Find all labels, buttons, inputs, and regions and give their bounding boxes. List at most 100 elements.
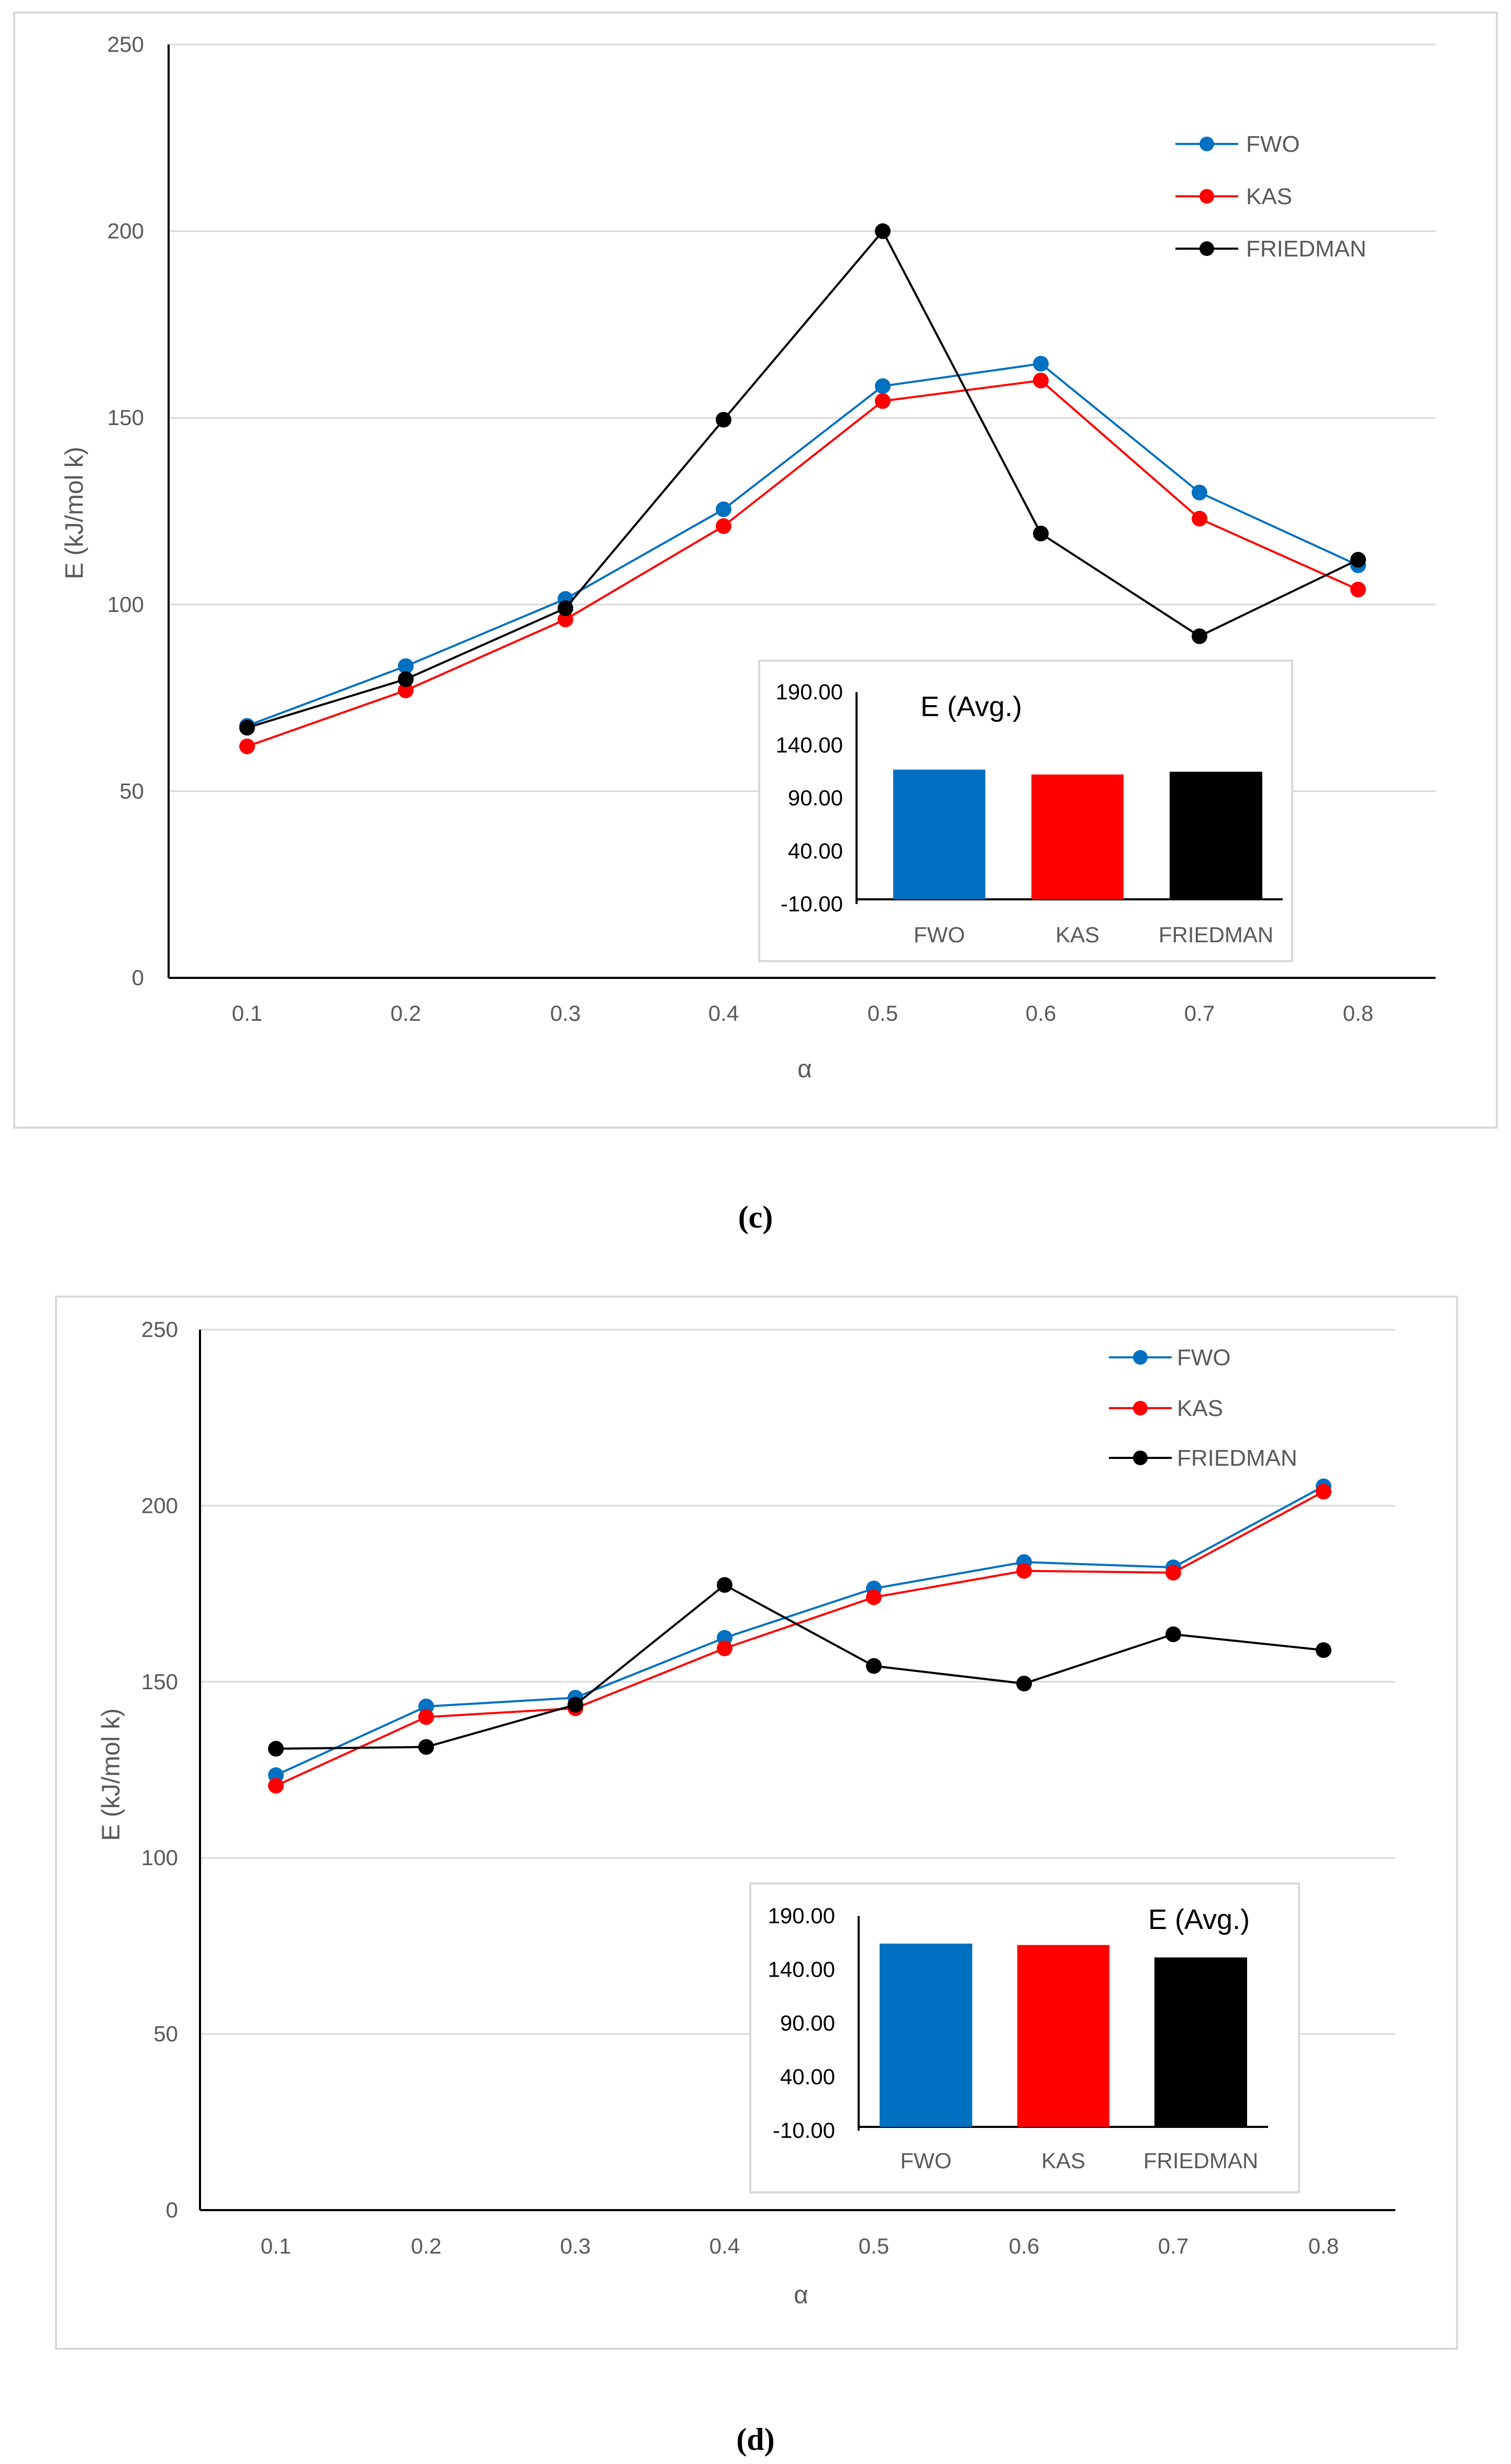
chart-c-x-tick-0.1: 0.1 [232, 1001, 262, 1025]
chart-d-x-tick-labels: 0.1 0.2 0.3 0.4 0.5 0.6 0.7 0.8 [261, 2234, 1339, 2258]
chart-c-y-tick-100: 100 [107, 592, 144, 617]
chart-c-point-friedman-0.6 [1033, 526, 1049, 542]
chart-c-point-fwo-0.2 [398, 658, 414, 674]
chart-c-inset-y-tick-140.00: 140.00 [776, 732, 843, 757]
chart-c-legend-label-fwo: FWO [1246, 131, 1300, 157]
chart-c-legend: FWO KAS FRIEDMAN [1175, 131, 1366, 262]
chart-d-point-kas-0.1 [268, 1778, 284, 1794]
chart-c-inset-bars [893, 770, 1262, 899]
chart-c-point-friedman-0.8 [1350, 552, 1366, 568]
chart-d-point-friedman-0.2 [418, 1739, 434, 1755]
chart-d-x-tick-0.7: 0.7 [1158, 2234, 1188, 2258]
chart-d-series-line-fwo [275, 1485, 1324, 1776]
chart-c: 0 50 100 150 200 250 0.1 0.2 0.3 0.4 0.5 0.6 0.7 0.8… [13, 12, 1498, 1234]
chart-c-y-tick-250: 250 [107, 32, 144, 57]
chart-c-point-fwo-0.7 [1192, 484, 1207, 500]
chart-d-y-tick-50: 50 [153, 2022, 178, 2046]
chart-c-x-tick-0.6: 0.6 [1026, 1001, 1056, 1025]
chart-d-point-kas-0.2 [418, 1709, 434, 1725]
chart-c-inset-y-tick-labels: -10.00 40.00 90.00 140.00 190.00 [776, 679, 843, 916]
chart-d-x-tick-0.5: 0.5 [859, 2234, 889, 2258]
chart-d-x-tick-0.1: 0.1 [261, 2234, 291, 2258]
chart-c-inset-x-tick-friedman: FRIEDMAN [1159, 922, 1273, 947]
chart-d-point-kas-0.4 [717, 1640, 732, 1656]
chart-d-y-tick-150: 150 [141, 1669, 178, 1694]
chart-d-x-tick-0.3: 0.3 [560, 2234, 591, 2258]
chart-d-inset-bars [880, 1943, 1247, 2127]
chart-c-point-kas-0.2 [398, 682, 414, 698]
chart-d-legend-label-fwo: FWO [1177, 1345, 1231, 1370]
chart-c-legend-label-friedman: FRIEDMAN [1246, 236, 1366, 262]
chart-c-legend-marker-friedman [1199, 241, 1214, 256]
chart-d-x-tick-0.2: 0.2 [411, 2234, 441, 2258]
chart-d-series-line-kas [275, 1490, 1324, 1787]
chart-d-inset-y-tick-40.00: 40.00 [780, 2065, 835, 2089]
chart-c-x-tick-0.8: 0.8 [1343, 1001, 1373, 1025]
chart-c-y-tick-50: 50 [119, 778, 144, 803]
chart-c-inset-x-tick-kas: KAS [1056, 922, 1099, 947]
chart-d-legend: FWO KAS FRIEDMAN [1109, 1345, 1297, 1471]
chart-d-legend-label-kas: KAS [1177, 1396, 1223, 1421]
chart-d-y-axis-label: E (kJ/mol k) [97, 1708, 125, 1841]
chart-d-point-friedman-0.4 [717, 1577, 732, 1593]
chart-d-point-kas-0.5 [866, 1589, 882, 1605]
chart-d-point-friedman-0.8 [1316, 1642, 1331, 1658]
chart-d-point-kas-0.6 [1016, 1563, 1032, 1579]
chart-d: 0 50 100 150 200 250 0.1 0.2 0.3 0.4 0.5 0.6 0.7 0.8… [55, 1296, 1458, 2457]
chart-c-point-fwo-0.6 [1033, 355, 1049, 372]
chart-c-x-tick-0.2: 0.2 [391, 1001, 421, 1025]
chart-c-point-friedman-0.1 [239, 720, 255, 736]
chart-c-series-line-kas [247, 379, 1359, 748]
chart-d-point-friedman-0.3 [568, 1697, 583, 1713]
chart-c-series-line-fwo [247, 362, 1359, 727]
chart-d-caption: (d) [736, 2422, 774, 2457]
chart-c-x-tick-labels: 0.1 0.2 0.3 0.4 0.5 0.6 0.7 0.8 [232, 1001, 1373, 1025]
chart-c-y-axis-label: E (kJ/mol k) [61, 447, 88, 579]
chart-c-point-fwo-0.5 [875, 378, 891, 394]
chart-d-inset-bar-friedman [1154, 1957, 1247, 2127]
chart-c-inset-title: E (Avg.) [920, 691, 1022, 722]
chart-c-inset-x-tick-labels: FWO KAS FRIEDMAN [914, 922, 1273, 947]
chart-d-series [268, 1478, 1331, 1794]
chart-c-point-friedman-0.7 [1192, 628, 1207, 644]
chart-d-inset-y-tick-90.00: 90.00 [780, 2011, 835, 2035]
chart-c-inset-bar-fwo [893, 770, 985, 899]
chart-d-x-tick-0.8: 0.8 [1308, 2234, 1339, 2258]
chart-d-legend-marker-fwo [1133, 1350, 1148, 1365]
chart-c-y-tick-labels: 0 50 100 150 200 250 [107, 32, 144, 990]
chart-d-y-tick-0: 0 [166, 2198, 178, 2222]
chart-c-legend-marker-kas [1199, 189, 1214, 204]
chart-c-inset-y-tick--10.00: -10.00 [781, 891, 843, 916]
chart-d-inset-x-tick-fwo: FWO [901, 2148, 952, 2173]
chart-c-inset-y-tick-190.00: 190.00 [776, 679, 843, 704]
chart-c-point-kas-0.1 [239, 738, 255, 754]
chart-c-point-kas-0.7 [1192, 510, 1207, 527]
chart-c-inset-x-tick-fwo: FWO [914, 922, 965, 947]
chart-c-point-kas-0.4 [716, 518, 731, 534]
chart-c-inset-y-tick-40.00: 40.00 [788, 839, 843, 863]
chart-d-point-friedman-0.7 [1165, 1626, 1181, 1642]
chart-d-inset-y-tick-190.00: 190.00 [768, 1903, 835, 1928]
chart-c-point-kas-0.3 [558, 611, 573, 628]
chart-d-y-tick-100: 100 [141, 1845, 178, 1870]
chart-c-series [239, 223, 1366, 754]
chart-c-legend-label-kas: KAS [1246, 184, 1292, 209]
chart-d-inset-y-tick-140.00: 140.00 [768, 1957, 835, 1982]
chart-d-x-axis-label: α [794, 2281, 808, 2309]
chart-c-inset-y-tick-90.00: 90.00 [788, 786, 843, 810]
chart-c-point-kas-0.8 [1350, 582, 1366, 598]
chart-c-x-axis-label: α [797, 1055, 812, 1083]
chart-d-legend-marker-kas [1133, 1401, 1148, 1415]
chart-c-point-kas-0.5 [875, 393, 891, 409]
chart-d-inset-y-tick--10.00: -10.00 [773, 2118, 835, 2143]
chart-d-x-tick-0.4: 0.4 [709, 2234, 740, 2258]
chart-c-point-friedman-0.5 [875, 223, 891, 239]
chart-c-x-tick-0.4: 0.4 [708, 1001, 739, 1025]
chart-d-inset-title: E (Avg.) [1148, 1904, 1250, 1935]
chart-c-point-friedman-0.2 [398, 671, 414, 687]
chart-c-inset: -10.00 40.00 90.00 140.00 190.00 FWO KAS FRIED… [758, 660, 1293, 962]
chart-c-series-line-friedman [247, 229, 1359, 729]
chart-d-legend-label-friedman: FRIEDMAN [1177, 1445, 1297, 1471]
chart-d-inset-bar-fwo [880, 1943, 972, 2127]
chart-d-inset-bar-kas [1017, 1945, 1109, 2127]
